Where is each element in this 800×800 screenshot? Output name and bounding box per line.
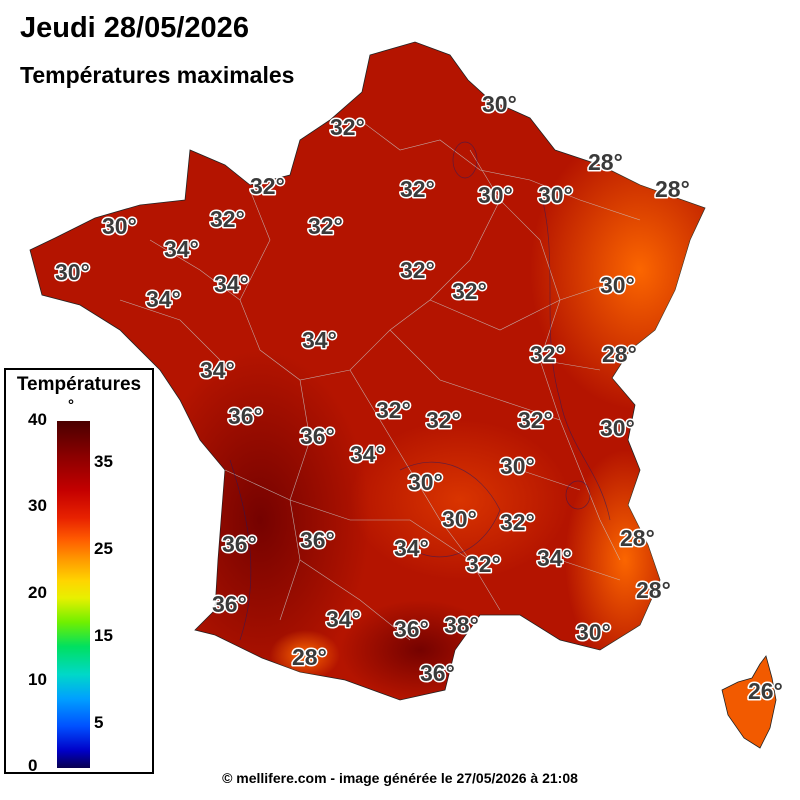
legend-tick-40: 40 <box>28 410 47 429</box>
temp-label: 32° <box>308 213 343 239</box>
temp-label: 32° <box>426 407 461 433</box>
temp-label: 36° <box>300 527 335 553</box>
temp-label: 28° <box>292 644 327 670</box>
temp-label: 30° <box>482 91 517 117</box>
legend-unit: ° <box>68 397 74 414</box>
legend-tick-15: 15 <box>94 626 113 645</box>
temp-label: 30° <box>500 453 535 479</box>
temp-label: 30° <box>600 415 635 441</box>
temp-label: 34° <box>146 286 181 312</box>
temp-label: 36° <box>420 660 455 686</box>
legend-tick-5: 5 <box>94 713 104 732</box>
legend-tick-30: 30 <box>28 496 47 515</box>
temp-label: 34° <box>394 535 429 561</box>
temperature-labels: 30° 32° 28° 32° 30° 30° 28° 32° 30° 32° … <box>54 90 785 706</box>
legend-tick-10: 10 <box>28 670 47 689</box>
temp-label: 28° <box>620 525 655 551</box>
temp-label: 38° <box>444 612 479 638</box>
temp-label: 32° <box>400 257 435 283</box>
temp-label: 34° <box>200 357 235 383</box>
temp-label: 28° <box>636 577 671 603</box>
legend-color-scale <box>57 421 90 768</box>
temp-label: 32° <box>466 551 501 577</box>
map-title: Jeudi 28/05/2026 <box>20 12 249 44</box>
map-subtitle: Températures maximales <box>20 62 295 88</box>
legend-tick-35: 35 <box>94 452 113 471</box>
legend-title: Températures <box>16 374 142 395</box>
legend-tick-0: 0 <box>28 756 38 775</box>
temp-label: 36° <box>300 423 335 449</box>
temp-label: 32° <box>530 341 565 367</box>
temp-label: 32° <box>518 407 553 433</box>
temp-label: 32° <box>452 278 487 304</box>
temp-label: 36° <box>394 616 429 642</box>
temp-label: 26° <box>748 678 783 704</box>
temp-label: 28° <box>655 176 690 202</box>
temp-label: 36° <box>222 531 257 557</box>
temp-label: 32° <box>376 397 411 423</box>
temp-label: 30° <box>102 213 137 239</box>
temp-label: 30° <box>408 469 443 495</box>
temp-label: 30° <box>576 619 611 645</box>
temp-label: 28° <box>588 149 623 175</box>
temp-label: 30° <box>442 506 477 532</box>
legend-tick-20: 20 <box>28 583 47 602</box>
temp-label: 32° <box>210 206 245 232</box>
temperature-legend: Températures ° 40 35 30 25 20 15 10 5 0 <box>4 368 154 775</box>
temp-label: 28° <box>602 341 637 367</box>
temp-label: 32° <box>250 173 285 199</box>
temp-label: 36° <box>212 591 247 617</box>
temp-label: 34° <box>350 441 385 467</box>
temp-label: 34° <box>164 236 199 262</box>
temp-label: 30° <box>478 182 513 208</box>
legend-tick-25: 25 <box>94 539 113 558</box>
temp-label: 30° <box>55 259 90 285</box>
temp-label: 32° <box>330 114 365 140</box>
temp-label: 36° <box>228 403 263 429</box>
temp-label: 30° <box>600 272 635 298</box>
image-credit: © mellifere.com - image générée le 27/05… <box>222 770 578 786</box>
temp-label: 34° <box>537 545 572 571</box>
temp-label: 34° <box>214 271 249 297</box>
temp-label: 34° <box>326 606 361 632</box>
temp-label: 32° <box>400 176 435 202</box>
corsica-island <box>721 655 777 749</box>
temp-label: 32° <box>500 509 535 535</box>
temp-label: 30° <box>538 182 573 208</box>
temp-label: 34° <box>302 327 337 353</box>
